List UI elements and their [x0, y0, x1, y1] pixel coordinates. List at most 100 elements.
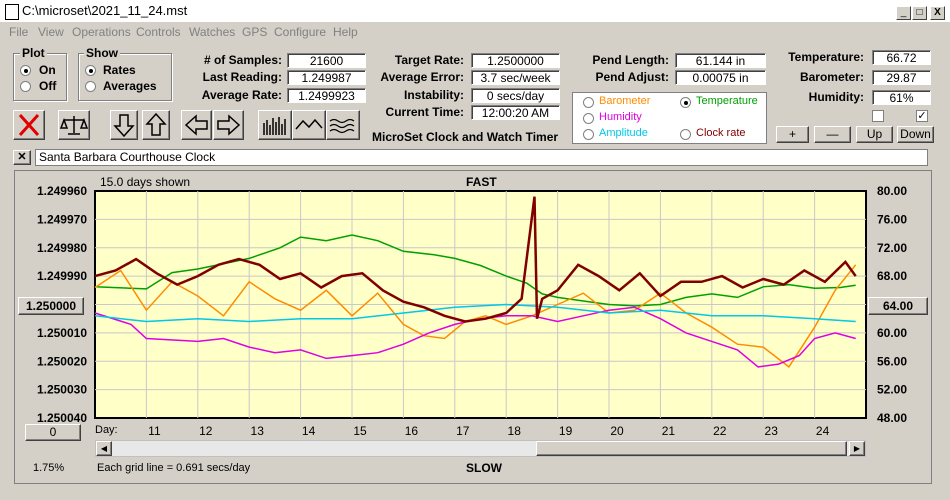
- close-button[interactable]: X: [930, 6, 945, 20]
- stop-button[interactable]: [13, 110, 45, 140]
- x-tick-label: 15: [353, 424, 367, 438]
- temperature-field: 66.72: [872, 50, 931, 65]
- x-tick-label: 22: [713, 424, 727, 438]
- scroll-left-button[interactable]: ◀: [96, 441, 112, 456]
- show-averages-radio[interactable]: [85, 81, 96, 92]
- series-line-barometer: [94, 264, 857, 368]
- menu-operations[interactable]: Operations: [72, 25, 131, 39]
- menu-file[interactable]: File: [9, 25, 29, 39]
- offset-button[interactable]: 0: [25, 424, 81, 441]
- last-reading-field: 1.249987: [287, 70, 366, 85]
- x-tick-label: 17: [456, 424, 470, 438]
- down-arrow-icon: [113, 114, 135, 138]
- pend-length-field[interactable]: 61.144 in: [675, 53, 766, 68]
- maximize-button[interactable]: □: [912, 6, 927, 20]
- humidity-field: 61%: [872, 90, 931, 105]
- smooth-view-button[interactable]: [326, 110, 360, 140]
- last-reading-label: Last Reading:: [202, 70, 282, 84]
- left-arrow-button[interactable]: [181, 110, 212, 140]
- smooth-icon: [329, 118, 355, 134]
- clock-rate-radio[interactable]: [680, 129, 691, 140]
- x-tick-label: 14: [302, 424, 316, 438]
- x-tick-label: 23: [765, 424, 779, 438]
- instability-label: Instability:: [403, 88, 464, 102]
- samples-field: 21600: [287, 53, 366, 68]
- center-rate-button[interactable]: 1.250000: [18, 297, 84, 315]
- balance-button[interactable]: [58, 110, 90, 140]
- center-env-button[interactable]: 64.00: [868, 297, 928, 315]
- window-title: C:\microset\2021_11_24.mst: [22, 3, 188, 18]
- average-rate-label: Average Rate:: [201, 88, 282, 102]
- menu-configure[interactable]: Configure: [274, 25, 327, 39]
- right-tick-label: 76.00: [877, 212, 907, 226]
- temperature-radio[interactable]: [680, 97, 691, 108]
- zoom-in-button[interactable]: +: [776, 126, 809, 143]
- scroll-down-button[interactable]: Down: [897, 126, 934, 143]
- left-tick-label: 1.250010: [37, 326, 87, 340]
- left-tick-label: 1.249970: [37, 212, 87, 226]
- series-line-clock-rate: [94, 196, 857, 323]
- wave-view-button[interactable]: [292, 110, 326, 140]
- slow-label: SLOW: [466, 461, 502, 475]
- stop-icon: [18, 113, 40, 137]
- up-arrow-icon: [145, 112, 167, 136]
- current-time-label: Current Time:: [385, 105, 464, 119]
- x-tick-label: 24: [816, 424, 830, 438]
- right-tick-label: 60.00: [877, 326, 907, 340]
- scroll-up-button[interactable]: Up: [856, 126, 893, 143]
- plot-on-radio[interactable]: [20, 65, 31, 76]
- left-tick-label: 1.250040: [37, 411, 87, 425]
- average-rate-field: 1.2499923: [287, 88, 366, 103]
- env-checkbox-2[interactable]: ✓: [916, 110, 928, 122]
- chart-frame: [14, 170, 932, 484]
- barometer-radio[interactable]: [583, 97, 594, 108]
- pend-length-label: Pend Length:: [592, 53, 669, 67]
- humidity-radio[interactable]: [583, 113, 594, 124]
- minimize-button[interactable]: _: [896, 6, 911, 20]
- bars-view-button[interactable]: [258, 110, 292, 140]
- menu-watches[interactable]: Watches: [189, 25, 236, 39]
- down-arrow-button[interactable]: [110, 110, 138, 140]
- series-line-temperature: [94, 234, 856, 307]
- scroll-right-button[interactable]: ▶: [849, 441, 865, 456]
- instability-field: 0 secs/day: [471, 88, 560, 103]
- x-tick-label: 20: [610, 424, 624, 438]
- left-tick-label: 1.249990: [37, 269, 87, 283]
- show-averages-label: Averages: [103, 79, 157, 93]
- right-arrow-button[interactable]: [213, 110, 244, 140]
- menu-view[interactable]: View: [38, 25, 64, 39]
- right-tick-label: 56.00: [877, 354, 907, 368]
- plot-off-radio[interactable]: [20, 81, 31, 92]
- grid-note: Each grid line = 0.691 secs/day: [97, 462, 251, 474]
- clear-name-button[interactable]: ✕: [13, 150, 31, 165]
- chart-scrollbar[interactable]: ◀ ▶: [95, 440, 866, 457]
- amplitude-option-label: Amplitude: [599, 127, 648, 139]
- right-tick-label: 48.00: [877, 411, 907, 425]
- right-tick-label: 72.00: [877, 241, 907, 255]
- barometer-option-label: Barometer: [599, 95, 651, 107]
- menu-gps[interactable]: GPS: [242, 25, 268, 39]
- x-tick-label: 19: [559, 424, 573, 438]
- app-icon: [5, 4, 19, 20]
- current-time-field: 12:00:20 AM: [471, 105, 560, 120]
- scroll-thumb[interactable]: [536, 441, 847, 456]
- show-rates-radio[interactable]: [85, 65, 96, 76]
- menu-help[interactable]: Help: [333, 25, 358, 39]
- show-group-label: Show: [84, 46, 120, 60]
- day-label: Day:: [95, 424, 118, 436]
- right-tick-label: 52.00: [877, 383, 907, 397]
- zoom-out-button[interactable]: —: [814, 126, 851, 143]
- barometer-field: 29.87: [872, 70, 931, 85]
- wave-icon: [295, 118, 323, 130]
- clock-name-field[interactable]: Santa Barbara Courthouse Clock: [35, 149, 928, 166]
- amplitude-radio[interactable]: [583, 129, 594, 140]
- temperature-option-label: Temperature: [696, 95, 758, 107]
- humidity-label: Humidity:: [808, 90, 864, 104]
- env-checkbox-1[interactable]: [872, 110, 884, 122]
- pend-adjust-field[interactable]: 0.00075 in: [675, 70, 766, 85]
- up-arrow-button[interactable]: [142, 110, 170, 140]
- left-tick-label: 1.250030: [37, 383, 87, 397]
- left-tick-label: 1.249980: [37, 241, 87, 255]
- target-rate-field[interactable]: 1.2500000: [471, 53, 560, 68]
- menu-controls[interactable]: Controls: [136, 25, 181, 39]
